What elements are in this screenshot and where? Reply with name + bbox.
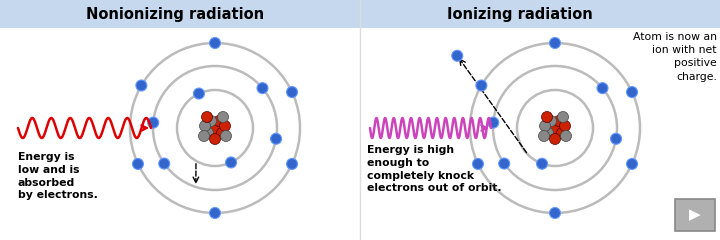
Circle shape	[554, 115, 564, 126]
Circle shape	[611, 133, 621, 144]
Circle shape	[626, 158, 637, 169]
Circle shape	[199, 120, 210, 132]
Circle shape	[202, 112, 212, 122]
Text: Nonionizing radiation: Nonionizing radiation	[86, 6, 264, 22]
Circle shape	[271, 133, 282, 144]
Circle shape	[557, 112, 569, 122]
Circle shape	[541, 112, 552, 122]
Text: Energy is high
enough to
completely knock
electrons out of orbit.: Energy is high enough to completely knoc…	[367, 145, 502, 193]
Circle shape	[539, 120, 551, 132]
Circle shape	[220, 120, 230, 132]
Circle shape	[199, 131, 210, 142]
Text: Ionizing radiation: Ionizing radiation	[447, 6, 593, 22]
Circle shape	[202, 127, 214, 138]
Circle shape	[136, 80, 147, 91]
FancyBboxPatch shape	[675, 199, 715, 231]
Circle shape	[287, 158, 297, 169]
Circle shape	[476, 80, 487, 91]
Circle shape	[549, 208, 560, 218]
Circle shape	[194, 88, 204, 99]
Circle shape	[210, 133, 220, 144]
Circle shape	[549, 133, 560, 144]
Circle shape	[210, 122, 220, 133]
Circle shape	[148, 117, 158, 128]
Circle shape	[542, 127, 554, 138]
Circle shape	[487, 117, 499, 128]
Circle shape	[539, 131, 549, 142]
Circle shape	[536, 158, 547, 169]
Text: Energy is
low and is
absorbed
by electrons.: Energy is low and is absorbed by electro…	[18, 152, 98, 200]
Circle shape	[549, 37, 560, 48]
Circle shape	[158, 158, 170, 169]
Circle shape	[626, 87, 637, 98]
Circle shape	[220, 131, 232, 142]
Circle shape	[499, 158, 510, 169]
Circle shape	[217, 127, 228, 138]
Circle shape	[205, 115, 217, 126]
Circle shape	[225, 157, 237, 168]
FancyBboxPatch shape	[0, 0, 720, 28]
Circle shape	[557, 127, 567, 138]
Text: Atom is now an
ion with net
positive
charge.: Atom is now an ion with net positive cha…	[633, 32, 717, 82]
Circle shape	[549, 122, 560, 133]
Circle shape	[451, 50, 463, 61]
Circle shape	[546, 115, 557, 126]
Circle shape	[560, 131, 572, 142]
Circle shape	[559, 120, 570, 132]
Circle shape	[132, 158, 143, 169]
Circle shape	[597, 83, 608, 94]
Text: ▶: ▶	[689, 208, 701, 222]
Circle shape	[287, 87, 297, 98]
Circle shape	[257, 83, 268, 94]
Circle shape	[214, 115, 225, 126]
Circle shape	[210, 208, 220, 218]
Circle shape	[210, 37, 220, 48]
Circle shape	[217, 112, 228, 122]
Circle shape	[472, 158, 483, 169]
